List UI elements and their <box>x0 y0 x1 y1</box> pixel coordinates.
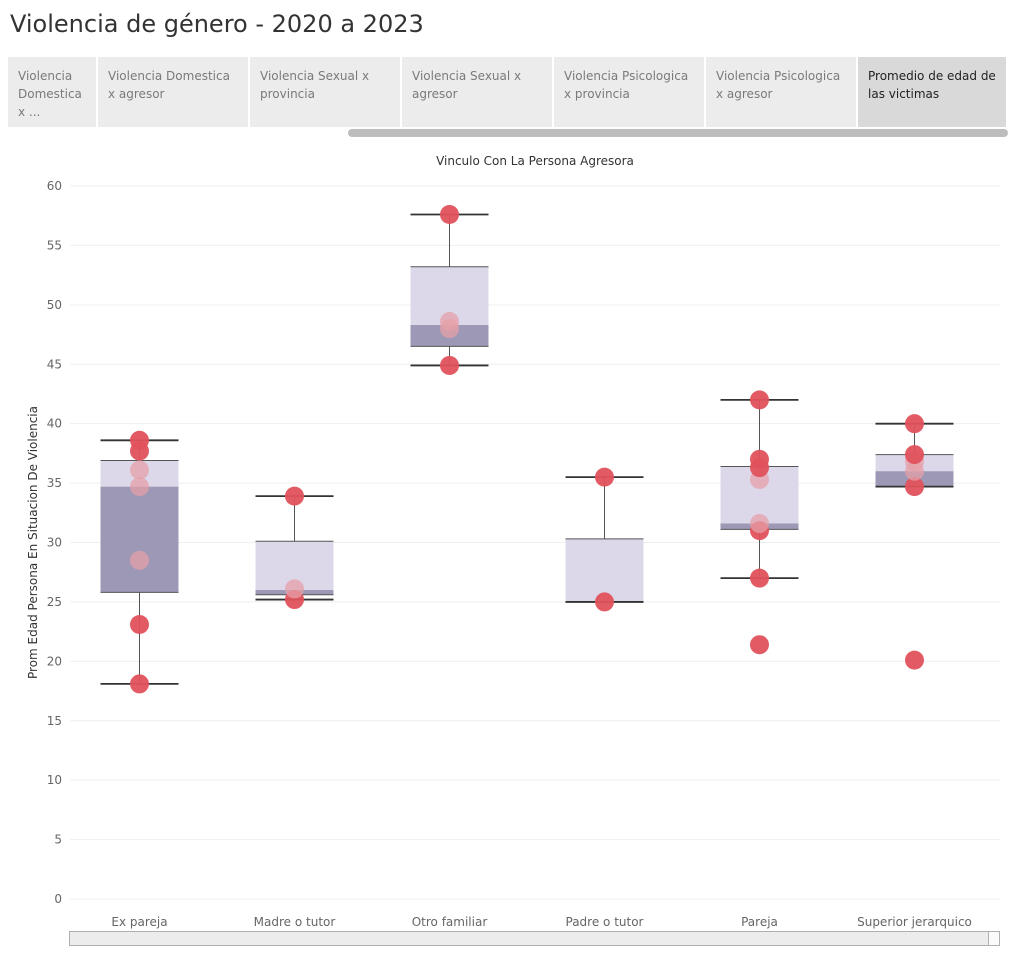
x-category-label: Ex pareja <box>111 915 167 929</box>
y-tick-label: 60 <box>47 179 62 193</box>
box-lower <box>100 486 179 593</box>
data-point <box>130 550 149 570</box>
y-tick-label: 10 <box>47 773 62 787</box>
data-point <box>440 205 459 225</box>
tab-5[interactable]: Violencia Psicologica x provincia <box>554 57 706 127</box>
data-point <box>440 311 459 331</box>
data-point <box>130 614 149 634</box>
data-point <box>130 674 149 694</box>
tab-1[interactable]: Violencia Domestica x ... <box>8 57 98 127</box>
y-axis-label: Prom Edad Persona En Situacion De Violen… <box>26 406 40 679</box>
x-category-label: Madre o tutor <box>254 915 336 929</box>
x-category-label: Padre o tutor <box>566 915 644 929</box>
y-tick-label: 0 <box>54 892 62 906</box>
data-point <box>750 449 769 469</box>
chart-title: Vinculo Con La Persona Agresora <box>436 154 634 168</box>
horizontal-scrollbar[interactable] <box>69 931 1000 946</box>
scrollbar-end-button[interactable] <box>988 932 999 945</box>
data-point <box>750 513 769 533</box>
y-tick-label: 40 <box>47 417 62 431</box>
data-point <box>750 390 769 410</box>
tab-3[interactable]: Violencia Sexual x provincia <box>250 57 402 127</box>
box-upper <box>565 538 644 602</box>
y-tick-label: 45 <box>47 357 62 371</box>
page-title: Violencia de género - 2020 a 2023 <box>10 10 424 38</box>
dashboard-tabs: Violencia Domestica x ... Violencia Domes… <box>8 57 1008 127</box>
tab-6[interactable]: Violencia Psicologica x agresor <box>706 57 858 127</box>
data-point <box>130 430 149 450</box>
data-point <box>285 486 304 506</box>
y-tick-label: 15 <box>47 714 62 728</box>
x-category-label: Superior jerarquico <box>857 915 972 929</box>
data-point <box>905 650 924 670</box>
data-point <box>285 579 304 599</box>
data-point <box>130 460 149 480</box>
x-category-label: Otro familiar <box>412 915 488 929</box>
boxplot-chart: Vinculo Con La Persona Agresora Prom Edad… <box>26 154 1000 929</box>
data-point <box>905 477 924 497</box>
tab-2[interactable]: Violencia Domestica x agresor <box>98 57 250 127</box>
tabs-scrollbar[interactable] <box>348 129 1008 137</box>
data-point <box>595 592 614 612</box>
y-tick-label: 25 <box>47 595 62 609</box>
data-point <box>750 635 769 655</box>
x-category-label: Pareja <box>741 915 778 929</box>
y-tick-label: 5 <box>54 833 62 847</box>
y-tick-label: 50 <box>47 298 62 312</box>
y-tick-label: 30 <box>47 536 62 550</box>
tab-7[interactable]: Promedio de edad de las victimas <box>858 57 1008 127</box>
data-point <box>905 414 924 434</box>
y-tick-label: 20 <box>47 654 62 668</box>
data-point <box>440 355 459 375</box>
y-tick-label: 35 <box>47 476 62 490</box>
data-point <box>130 477 149 497</box>
data-point <box>750 568 769 588</box>
data-point <box>595 467 614 487</box>
tab-4[interactable]: Violencia Sexual x agresor <box>402 57 554 127</box>
y-tick-label: 55 <box>47 238 62 252</box>
data-point <box>905 445 924 465</box>
